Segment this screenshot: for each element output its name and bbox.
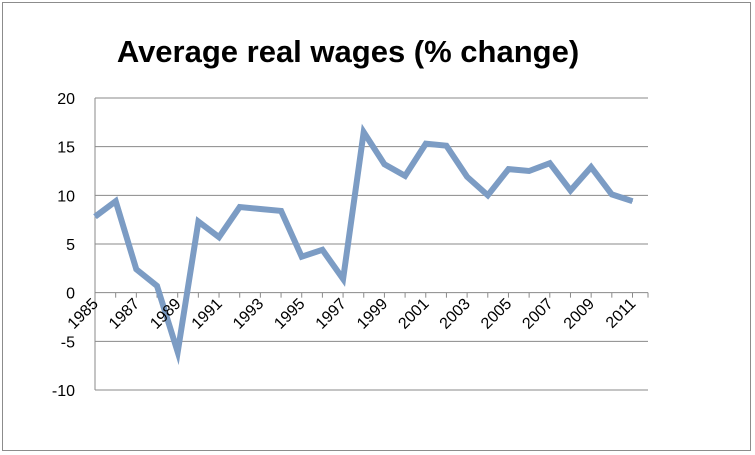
data-point — [507, 168, 509, 170]
data-point — [466, 176, 468, 178]
y-tick-label: 15 — [57, 140, 75, 157]
data-point — [631, 200, 633, 202]
data-point — [218, 236, 220, 238]
data-point — [445, 145, 447, 147]
x-tick-label: 1999 — [354, 295, 391, 332]
data-point — [197, 221, 199, 223]
data-point — [177, 351, 179, 353]
data-point — [549, 162, 551, 164]
x-tick-label: 1991 — [189, 295, 226, 332]
x-tick-label: 2009 — [561, 295, 598, 332]
x-tick-label: 1987 — [106, 295, 143, 332]
data-point — [259, 208, 261, 210]
chart-title: Average real wages (% change) — [116, 34, 580, 69]
data-point — [321, 249, 323, 251]
data-point — [115, 200, 117, 202]
data-point — [280, 210, 282, 212]
x-tick-labels: 1985 1987 1989 1991 1993 1995 1997 1999 2001 2003… — [65, 295, 640, 332]
y-tick-label: 0 — [66, 286, 75, 303]
data-point — [383, 163, 385, 165]
x-tick-label: 1997 — [313, 295, 350, 332]
data-point — [569, 189, 571, 191]
data-point — [425, 143, 427, 145]
x-tick-label: 2005 — [478, 295, 515, 332]
x-tick-label: 2001 — [395, 295, 432, 332]
x-tick-label: 2011 — [603, 295, 639, 331]
y-tick-label: -5 — [61, 334, 75, 351]
data-point — [528, 170, 530, 172]
data-point — [135, 268, 137, 270]
y-tick-labels: -10 -5 0 5 10 15 20 — [52, 91, 75, 400]
data-point — [94, 216, 96, 218]
data-point — [363, 131, 365, 133]
data-point — [342, 278, 344, 280]
data-point — [611, 193, 613, 195]
data-point — [301, 256, 303, 258]
data-point — [239, 206, 241, 208]
data-point — [590, 166, 592, 168]
data-point — [156, 285, 158, 287]
x-tick-label: 2003 — [437, 295, 474, 332]
y-tick-label: -10 — [52, 383, 75, 400]
chart-frame — [2, 2, 751, 451]
data-point — [487, 194, 489, 196]
series-layer — [93, 123, 634, 366]
y-tick-label: 5 — [66, 237, 75, 254]
y-tick-label: 10 — [57, 188, 75, 205]
x-tick-label: 2007 — [519, 295, 556, 332]
x-tick-label: 1995 — [271, 295, 308, 332]
x-tick-label: 1993 — [230, 295, 267, 332]
y-tick-label: 20 — [57, 91, 75, 108]
data-point — [404, 175, 406, 177]
